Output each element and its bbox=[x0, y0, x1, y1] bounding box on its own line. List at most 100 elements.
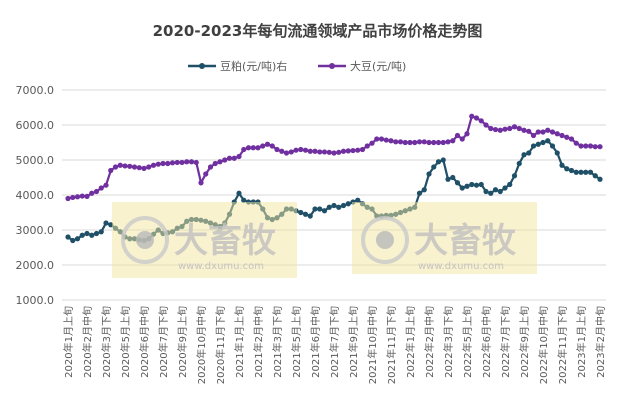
x-tick-label: 2023年2月中旬 bbox=[594, 306, 607, 378]
data-point bbox=[545, 138, 551, 144]
data-point bbox=[454, 132, 461, 139]
data-point bbox=[103, 182, 109, 188]
y-tick-label: 6000.0 bbox=[16, 119, 55, 132]
watermark-url: www.dxumu.com bbox=[178, 261, 264, 272]
data-point bbox=[464, 183, 470, 189]
x-tick-label: 2022年3月下旬 bbox=[442, 306, 455, 378]
legend-label: 豆粕(元/吨)右 bbox=[220, 59, 287, 73]
data-point bbox=[283, 150, 290, 156]
data-point bbox=[108, 167, 114, 174]
y-tick-label: 1000.0 bbox=[16, 294, 55, 307]
y-tick-label: 4000.0 bbox=[16, 189, 55, 202]
data-point bbox=[241, 146, 247, 153]
data-point bbox=[516, 125, 522, 132]
data-point bbox=[421, 139, 427, 145]
data-point bbox=[312, 148, 318, 154]
data-point bbox=[345, 201, 351, 207]
data-point bbox=[312, 206, 318, 212]
data-point bbox=[236, 153, 242, 160]
data-point bbox=[597, 144, 603, 150]
data-point bbox=[250, 145, 256, 151]
data-point bbox=[65, 195, 71, 202]
data-point bbox=[483, 122, 489, 128]
data-point bbox=[592, 173, 598, 179]
data-point bbox=[445, 139, 451, 145]
data-point bbox=[321, 149, 328, 155]
data-point bbox=[535, 129, 541, 135]
data-point bbox=[583, 169, 589, 175]
data-point bbox=[374, 136, 380, 142]
data-point bbox=[435, 139, 442, 146]
data-point bbox=[497, 188, 503, 195]
data-point bbox=[440, 157, 446, 163]
data-point bbox=[469, 113, 475, 119]
data-point bbox=[226, 155, 233, 161]
data-point bbox=[179, 159, 185, 166]
data-point bbox=[526, 128, 532, 134]
data-point bbox=[217, 159, 223, 165]
chart-title: 2020-2023年每旬流通领域产品市场价格走势图 bbox=[152, 22, 483, 40]
data-point bbox=[241, 197, 247, 203]
data-point bbox=[559, 132, 565, 139]
x-tick-label: 2021年7月下旬 bbox=[328, 306, 341, 378]
data-point bbox=[407, 139, 413, 146]
data-point bbox=[450, 138, 456, 144]
data-point bbox=[150, 162, 157, 168]
data-point bbox=[136, 165, 142, 171]
data-point bbox=[549, 143, 556, 149]
data-point bbox=[84, 230, 90, 237]
data-point bbox=[264, 141, 271, 147]
data-point bbox=[473, 182, 480, 188]
data-point bbox=[117, 162, 123, 168]
data-point bbox=[478, 181, 484, 188]
data-point bbox=[141, 165, 147, 171]
data-point bbox=[160, 160, 166, 167]
data-point bbox=[79, 232, 85, 238]
data-point bbox=[511, 173, 518, 179]
data-point bbox=[516, 160, 522, 167]
data-point bbox=[473, 115, 480, 121]
data-point bbox=[359, 146, 366, 153]
data-point bbox=[587, 169, 594, 175]
data-point bbox=[435, 159, 442, 165]
x-tick-label: 2020年10月中旬 bbox=[195, 306, 208, 384]
data-point bbox=[89, 190, 95, 196]
x-tick-label: 2020年2月中旬 bbox=[81, 306, 94, 378]
watermark-logo-eye bbox=[376, 231, 394, 249]
data-point bbox=[193, 159, 199, 166]
data-point bbox=[568, 136, 575, 142]
data-point bbox=[397, 139, 404, 145]
data-point bbox=[597, 176, 603, 182]
data-point bbox=[340, 202, 347, 209]
x-tick-label: 2021年2月中旬 bbox=[252, 306, 265, 378]
data-point bbox=[488, 125, 494, 132]
watermark-logo-icon bbox=[361, 216, 409, 264]
data-point bbox=[307, 148, 313, 154]
data-point bbox=[554, 150, 560, 156]
data-point bbox=[326, 204, 332, 210]
data-point bbox=[207, 164, 214, 170]
data-point bbox=[317, 206, 323, 212]
data-point bbox=[488, 190, 494, 196]
data-point bbox=[155, 161, 161, 167]
data-point bbox=[93, 188, 100, 195]
data-point bbox=[412, 139, 418, 146]
data-point bbox=[469, 181, 475, 188]
data-point bbox=[578, 143, 584, 149]
data-point bbox=[74, 194, 81, 200]
data-point bbox=[302, 211, 309, 217]
data-point bbox=[464, 131, 470, 137]
data-point bbox=[326, 149, 332, 155]
data-point bbox=[393, 139, 399, 145]
data-point bbox=[203, 171, 209, 177]
data-point bbox=[530, 143, 537, 149]
x-tick-label: 2021年5月上旬 bbox=[290, 306, 303, 378]
data-point bbox=[174, 159, 180, 166]
data-point bbox=[355, 147, 361, 153]
data-point bbox=[388, 138, 394, 144]
data-point bbox=[492, 187, 499, 193]
x-tick-label: 2021年9月上旬 bbox=[347, 306, 360, 378]
x-tick-label: 2020年1月上旬 bbox=[62, 306, 75, 378]
legend-label: 大豆(元/吨) bbox=[350, 59, 406, 73]
